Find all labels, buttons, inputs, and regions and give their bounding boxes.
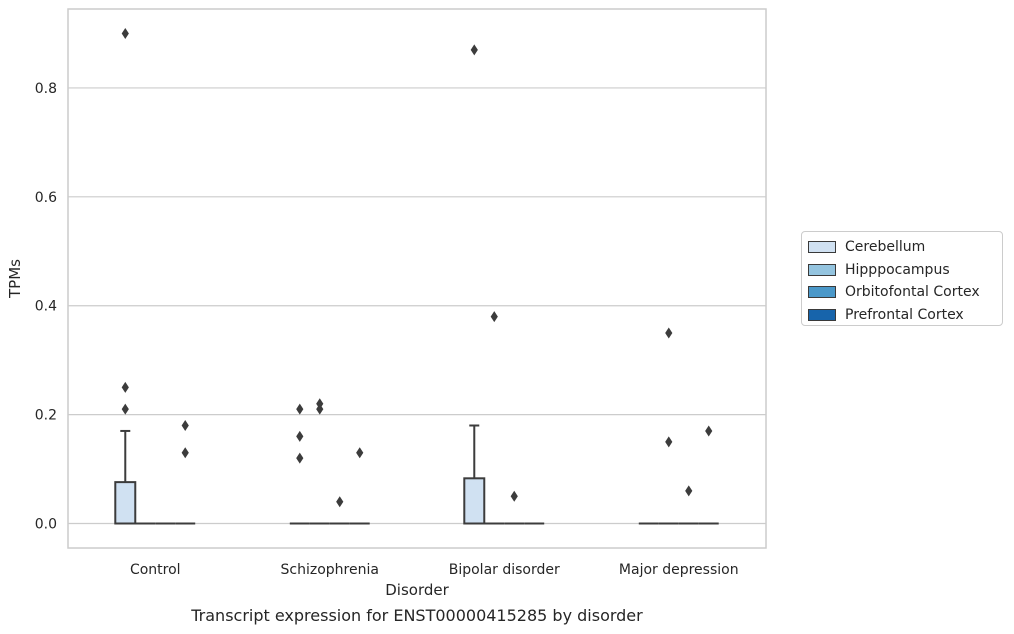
outlier-point	[336, 496, 344, 508]
box-cerebellum-control	[114, 28, 137, 525]
chart-legend: Cerebellum Hipppocampus Orbitofontal Corte…	[801, 231, 1003, 326]
outlier-point	[705, 425, 713, 437]
legend-label: Orbitofontal Cortex	[845, 284, 980, 301]
box-hipppocampus-bipolar-disorder	[484, 311, 505, 525]
legend-label: Cerebellum	[845, 239, 926, 256]
box-orbitofontal-cortex-bipolar-disorder	[504, 490, 525, 525]
outlier-point	[665, 436, 673, 448]
x-axis-label: Disorder	[385, 581, 449, 599]
y-tick-label: 0.2	[35, 408, 57, 424]
box-cerebellum-schizophrenia	[289, 403, 310, 525]
box-body	[114, 481, 137, 525]
y-tick-label: 0.8	[35, 81, 57, 97]
outlier-point	[296, 452, 304, 464]
outlier-point	[470, 44, 478, 56]
outlier-point	[121, 381, 129, 393]
outlier-point	[356, 447, 364, 459]
box-prefrontal-cortex-schizophrenia	[349, 447, 370, 525]
outlier-point	[121, 403, 129, 415]
legend-swatch	[808, 241, 836, 254]
box-cerebellum-bipolar-disorder	[463, 44, 486, 525]
plot-area-frame	[67, 8, 767, 549]
grid-lines	[68, 87, 766, 525]
box-orbitofontal-cortex-schizophrenia	[329, 496, 350, 525]
figure-caption: Transcript expression for ENST0000041528…	[191, 606, 643, 625]
outlier-point	[510, 490, 518, 502]
outlier-point	[181, 420, 189, 431]
outlier-point	[685, 485, 693, 497]
outlier-point	[296, 403, 304, 415]
legend-swatch	[808, 309, 836, 322]
outlier-point	[490, 311, 498, 323]
x-tick-label: Bipolar disorder	[449, 562, 560, 578]
outlier-point	[296, 430, 304, 442]
box-orbitofontal-cortex-major-depression	[678, 485, 699, 525]
outlier-point	[181, 447, 189, 459]
outlier-point	[665, 327, 673, 339]
box-prefrontal-cortex-control	[175, 420, 196, 525]
outlier-point	[121, 28, 129, 39]
box-body	[463, 477, 486, 525]
x-tick-labels: Control Schizophrenia Bipolar disorder Majo…	[130, 562, 739, 578]
legend-item: Cerebellum	[808, 236, 1002, 259]
legend-label: Hipppocampus	[845, 261, 950, 278]
y-tick-labels: 0.0 0.2 0.4 0.6 0.8	[35, 81, 57, 533]
legend-swatch	[808, 263, 836, 276]
y-tick-label: 0.4	[35, 299, 57, 315]
box-prefrontal-cortex-major-depression	[698, 425, 719, 525]
legend-label: Prefrontal Cortex	[845, 307, 964, 324]
y-tick-label: 0.0	[35, 517, 57, 533]
legend-swatch	[808, 286, 836, 299]
y-axis-label: TPMs	[6, 259, 24, 299]
legend-item: Hipppocampus	[808, 259, 1002, 282]
legend-item: Prefrontal Cortex	[808, 304, 1002, 327]
outlier-point	[316, 398, 324, 410]
legend-item: Orbitofontal Cortex	[808, 281, 1002, 304]
y-tick-label: 0.6	[35, 190, 57, 206]
box-marks	[114, 28, 719, 525]
x-tick-label: Control	[130, 562, 181, 578]
box-hipppocampus-schizophrenia	[309, 398, 330, 525]
x-tick-label: Schizophrenia	[281, 562, 379, 578]
box-hipppocampus-major-depression	[658, 327, 679, 525]
x-tick-label: Major depression	[619, 562, 739, 578]
